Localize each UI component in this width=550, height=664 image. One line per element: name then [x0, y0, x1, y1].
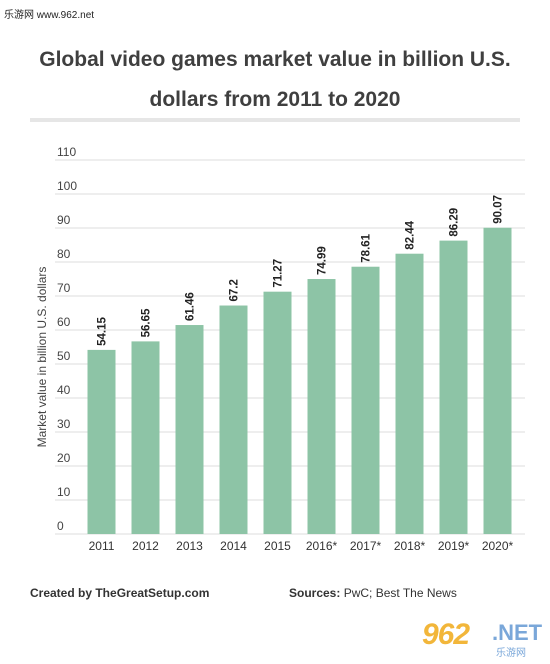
- x-tick-label: 2016*: [306, 539, 338, 553]
- sources-value: PwC; Best The News: [340, 586, 457, 600]
- chart-title: Global video games market value in billi…: [20, 40, 530, 120]
- bar-value-label: 56.65: [141, 308, 153, 337]
- x-tick-label: 2014: [220, 539, 247, 553]
- bar-value-label: 82.44: [405, 220, 417, 249]
- y-tick-label: 60: [57, 315, 71, 329]
- sources-key: Sources:: [289, 586, 341, 600]
- bar-value-label: 78.61: [361, 233, 373, 262]
- site-label: 乐游网 www.962.net: [4, 10, 95, 21]
- y-tick-label: 70: [57, 281, 71, 295]
- y-tick-label: 10: [57, 485, 71, 499]
- x-tick-label: 2013: [176, 539, 203, 553]
- y-tick-label: 110: [57, 145, 76, 159]
- bar-value-label: 54.15: [97, 317, 109, 346]
- y-tick-label: 90: [57, 213, 71, 227]
- created-by-credit: Created by TheGreatSetup.com: [30, 586, 210, 600]
- title-divider: [30, 118, 520, 122]
- y-axis-title: Market value in billion U.S. dollars: [35, 267, 49, 448]
- y-tick-label: 80: [57, 247, 71, 261]
- x-tick-label: 2011: [89, 539, 115, 553]
- bar-value-label: 71.27: [273, 259, 285, 288]
- y-tick-label: 50: [57, 349, 71, 363]
- chart-title-line-2: dollars from 2011 to 2020: [149, 88, 401, 111]
- y-tick-label: 0: [57, 519, 64, 533]
- bar: [439, 240, 468, 534]
- bar: [351, 266, 380, 534]
- bar-value-label: 67.2: [229, 279, 241, 301]
- bar: [175, 325, 204, 534]
- x-tick-label: 2020*: [482, 539, 514, 553]
- x-tick-label: 2015: [264, 539, 291, 553]
- watermark-logo: 962 .NET 乐游网: [422, 618, 543, 659]
- bar: [131, 341, 160, 534]
- y-tick-label: 30: [57, 417, 71, 431]
- bar: [87, 349, 116, 534]
- bar: [307, 279, 336, 534]
- watermark-cn: 乐游网: [496, 648, 526, 659]
- bar: [483, 227, 512, 534]
- x-tick-label: 2018*: [394, 539, 426, 553]
- bar: [219, 305, 248, 534]
- bar-value-label: 86.29: [449, 208, 461, 237]
- x-tick-label: 2017*: [350, 539, 382, 553]
- bar-value-label: 90.07: [493, 195, 505, 224]
- y-tick-label: 100: [57, 179, 77, 193]
- x-tick-label: 2012: [132, 539, 159, 553]
- watermark-net: .NET: [492, 620, 543, 645]
- x-tick-label: 2019*: [438, 539, 470, 553]
- chart-title-line-1: Global video games market value in billi…: [39, 48, 511, 71]
- bar: [395, 253, 424, 535]
- y-tick-label: 40: [57, 383, 71, 397]
- y-tick-label: 20: [57, 451, 71, 465]
- bar-value-label: 74.99: [317, 246, 329, 275]
- watermark-number: 962: [422, 618, 470, 651]
- bar: [263, 291, 292, 534]
- bar-value-label: 61.46: [185, 292, 197, 321]
- sources-credit: Sources: PwC; Best The News: [289, 586, 457, 600]
